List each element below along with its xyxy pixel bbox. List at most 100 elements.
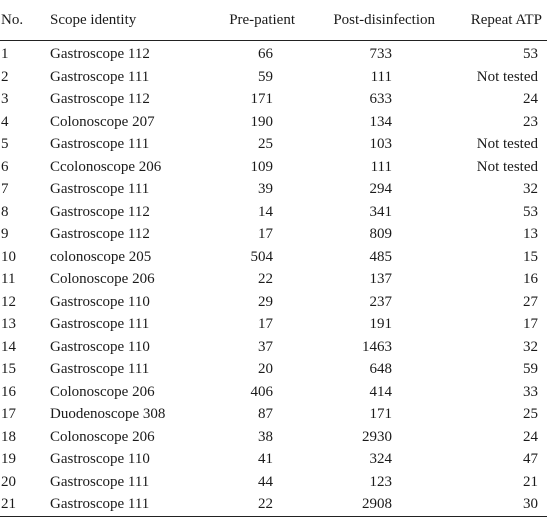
header-scope-identity: Scope identity (50, 0, 203, 41)
table-row: 12 Gastroscope 110 29 237 27 (0, 291, 547, 314)
cell-scope-identity: Colonoscope 206 (50, 383, 155, 400)
cell-no: 18 (1, 428, 16, 445)
cell-post-disinfection: 1463 (362, 338, 392, 355)
cell-repeat-atp: 33 (523, 383, 538, 400)
table-row: 19 Gastroscope 110 41 324 47 (0, 448, 547, 471)
table-row: 6 Ccolonoscope 206 109 111 Not tested (0, 156, 547, 179)
cell-post-disinfection: 648 (369, 361, 393, 377)
table-row: 9 Gastroscope 112 17 809 13 (0, 223, 547, 246)
table-row: 21 Gastroscope 111 22 2908 30 (0, 493, 547, 517)
cell-pre-patient: 109 (250, 158, 274, 175)
table-row: 7 Gastroscope 111 39 294 32 (0, 178, 547, 201)
table-row: 8 Gastroscope 112 14 341 53 (0, 201, 547, 224)
cell-pre-patient: 38 (258, 428, 273, 445)
cell-repeat-atp: Not tested (476, 136, 538, 152)
cell-no: 2 (1, 68, 9, 85)
table-row: 3 Gastroscope 112 171 633 24 (0, 88, 547, 111)
cell-no: 5 (1, 136, 9, 152)
cell-scope-identity: Gastroscope 110 (50, 451, 150, 467)
cell-post-disinfection: 324 (369, 451, 393, 467)
table-header: No. Scope identity Pre-patient Post-disi… (0, 0, 547, 41)
cell-pre-patient: 171 (250, 91, 274, 107)
cell-post-disinfection: 2908 (301, 493, 440, 517)
cell-scope-identity: Gastroscope 112 (50, 226, 150, 242)
cell-scope-identity: colonoscope 205 (50, 248, 152, 265)
cell-pre-patient: 41 (258, 451, 273, 467)
cell-post-disinfection: 414 (369, 383, 393, 400)
cell-scope-identity: Gastroscope 111 (50, 473, 150, 490)
cell-pre-patient: 22 (258, 271, 273, 287)
table-row: 15 Gastroscope 111 20 648 59 (0, 358, 547, 381)
cell-post-disinfection: 111 (370, 68, 392, 85)
cell-pre-patient: 17 (258, 316, 273, 332)
cell-repeat-atp: Not tested (476, 68, 538, 85)
table-row: 16 Colonoscope 206 406 414 33 (0, 381, 547, 404)
cell-scope-identity: Gastroscope 112 (50, 203, 150, 220)
cell-repeat-atp: Not tested (476, 158, 538, 175)
cell-scope-identity: Gastroscope 111 (50, 181, 150, 197)
header-pre-patient: Pre-patient (203, 0, 301, 41)
cell-repeat-atp: 53 (523, 46, 538, 62)
table-row: 1 Gastroscope 112 66 733 53 (0, 41, 547, 66)
cell-scope-identity: Colonoscope 206 (50, 428, 155, 445)
atp-results-table: No. Scope identity Pre-patient Post-disi… (0, 0, 547, 517)
cell-pre-patient: 87 (258, 406, 273, 422)
cell-pre-patient: 14 (258, 203, 273, 220)
cell-post-disinfection: 191 (369, 316, 393, 332)
cell-scope-identity: Gastroscope 111 (50, 68, 150, 85)
cell-no: 11 (1, 271, 16, 287)
cell-pre-patient: 59 (258, 68, 273, 85)
table-row: 5 Gastroscope 111 25 103 Not tested (0, 133, 547, 156)
table-row: 17 Duodenoscope 308 87 171 25 (0, 403, 547, 426)
table-row: 14 Gastroscope 110 37 1463 32 (0, 336, 547, 359)
cell-no: 7 (1, 181, 9, 197)
cell-pre-patient: 39 (258, 181, 273, 197)
cell-scope-identity: Gastroscope 110 (50, 293, 150, 310)
cell-no: 14 (1, 338, 16, 355)
cell-repeat-atp: 13 (523, 226, 538, 242)
cell-no: 3 (1, 91, 9, 107)
cell-repeat-atp: 30 (440, 493, 547, 517)
table-row: 2 Gastroscope 111 59 111 Not tested (0, 66, 547, 89)
table-row: 13 Gastroscope 111 17 191 17 (0, 313, 547, 336)
cell-scope-identity: Gastroscope 111 (50, 361, 150, 377)
cell-pre-patient: 190 (250, 113, 274, 130)
cell-post-disinfection: 171 (369, 406, 393, 422)
cell-no: 9 (1, 226, 9, 242)
cell-no: 6 (1, 158, 9, 175)
cell-post-disinfection: 134 (369, 113, 393, 130)
cell-no: 13 (1, 316, 16, 332)
cell-post-disinfection: 733 (369, 46, 393, 62)
cell-no: 20 (1, 473, 16, 490)
cell-no: 19 (1, 451, 16, 467)
header-repeat-atp: Repeat ATP (440, 0, 547, 41)
cell-post-disinfection: 2930 (362, 428, 392, 445)
cell-post-disinfection: 294 (369, 181, 393, 197)
cell-repeat-atp: 15 (523, 248, 538, 265)
cell-scope-identity: Gastroscope 110 (50, 338, 150, 355)
cell-no: 17 (1, 406, 16, 422)
cell-no: 12 (1, 293, 16, 310)
cell-post-disinfection: 111 (370, 158, 392, 175)
header-no: No. (0, 0, 50, 41)
header-post-disinfection: Post-disinfection (301, 0, 440, 41)
cell-post-disinfection: 123 (369, 473, 393, 490)
table-row: 10 colonoscope 205 504 485 15 (0, 246, 547, 269)
cell-repeat-atp: 23 (523, 113, 538, 130)
cell-post-disinfection: 137 (369, 271, 393, 287)
cell-scope-identity: Duodenoscope 308 (50, 406, 166, 422)
table-row: 4 Colonoscope 207 190 134 23 (0, 111, 547, 134)
cell-scope-identity: Gastroscope 112 (50, 91, 150, 107)
cell-scope-identity: Ccolonoscope 206 (50, 158, 162, 175)
table-row: 18 Colonoscope 206 38 2930 24 (0, 426, 547, 449)
cell-pre-patient: 22 (203, 493, 301, 517)
cell-scope-identity: Colonoscope 207 (50, 113, 155, 130)
cell-pre-patient: 25 (258, 136, 273, 152)
cell-scope-identity: Gastroscope 111 (50, 136, 150, 152)
cell-pre-patient: 66 (258, 46, 273, 62)
cell-repeat-atp: 32 (523, 181, 538, 197)
cell-scope-identity: Gastroscope 111 (50, 316, 150, 332)
cell-post-disinfection: 103 (369, 136, 393, 152)
cell-repeat-atp: 27 (523, 293, 538, 310)
